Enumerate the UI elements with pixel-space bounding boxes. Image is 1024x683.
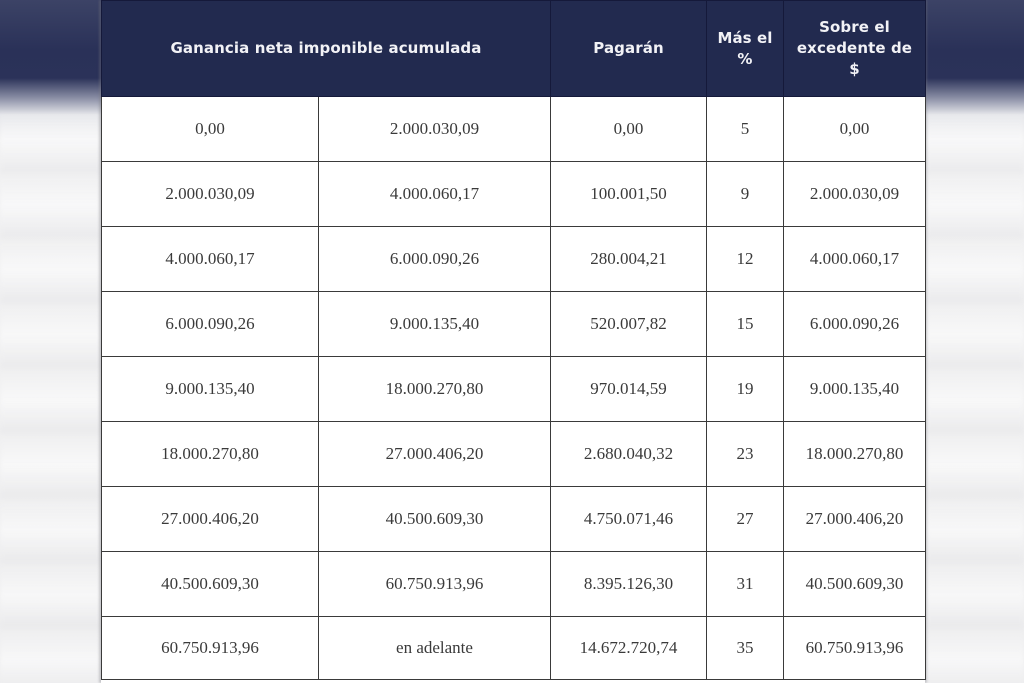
cell-sobre-excedente: 60.750.913,96	[783, 616, 926, 680]
cell-sobre-excedente: 18.000.270,80	[783, 421, 926, 487]
cell-hasta: 60.750.913,96	[318, 551, 551, 617]
table-row: 40.500.609,30 60.750.913,96 8.395.126,30…	[101, 551, 926, 617]
header-mas-el-line2: %	[737, 49, 753, 68]
cell-pagaran: 520.007,82	[550, 291, 707, 357]
cell-desde: 0,00	[101, 96, 319, 162]
header-ganancia: Ganancia neta imponible acumulada	[101, 0, 551, 97]
cell-hasta: 2.000.030,09	[318, 96, 551, 162]
cell-pagaran: 14.672.720,74	[550, 616, 707, 680]
header-mas-el-pct: Más el %	[706, 0, 784, 97]
cell-mas-pct: 31	[706, 551, 784, 617]
cell-sobre-excedente: 9.000.135,40	[783, 356, 926, 422]
header-sobre-line3: $	[849, 60, 860, 78]
cell-mas-pct: 35	[706, 616, 784, 680]
table-row: 2.000.030,09 4.000.060,17 100.001,50 9 2…	[101, 161, 926, 227]
cell-mas-pct: 27	[706, 486, 784, 552]
table-row: 9.000.135,40 18.000.270,80 970.014,59 19…	[101, 356, 926, 422]
header-pagaran-label: Pagarán	[593, 39, 664, 57]
cell-desde: 18.000.270,80	[101, 421, 319, 487]
cell-desde: 6.000.090,26	[101, 291, 319, 357]
cell-sobre-excedente: 0,00	[783, 96, 926, 162]
cell-mas-pct: 19	[706, 356, 784, 422]
cell-mas-pct: 15	[706, 291, 784, 357]
cell-pagaran: 2.680.040,32	[550, 421, 707, 487]
blurred-background-left	[0, 110, 101, 683]
table-row: 60.750.913,96 en adelante 14.672.720,74 …	[101, 616, 926, 680]
cell-desde: 60.750.913,96	[101, 616, 319, 680]
cell-mas-pct: 12	[706, 226, 784, 292]
cell-hasta: en adelante	[318, 616, 551, 680]
cell-desde: 2.000.030,09	[101, 161, 319, 227]
table-row: 6.000.090,26 9.000.135,40 520.007,82 15 …	[101, 291, 926, 357]
table-row: 4.000.060,17 6.000.090,26 280.004,21 12 …	[101, 226, 926, 292]
cell-desde: 9.000.135,40	[101, 356, 319, 422]
cell-pagaran: 970.014,59	[550, 356, 707, 422]
cell-sobre-excedente: 2.000.030,09	[783, 161, 926, 227]
cell-hasta: 40.500.609,30	[318, 486, 551, 552]
header-ganancia-label: Ganancia neta imponible acumulada	[170, 39, 482, 57]
cell-mas-pct: 9	[706, 161, 784, 227]
cell-pagaran: 280.004,21	[550, 226, 707, 292]
table-row: 27.000.406,20 40.500.609,30 4.750.071,46…	[101, 486, 926, 552]
cell-pagaran: 4.750.071,46	[550, 486, 707, 552]
cell-hasta: 27.000.406,20	[318, 421, 551, 487]
cell-hasta: 9.000.135,40	[318, 291, 551, 357]
cell-mas-pct: 5	[706, 96, 784, 162]
cell-sobre-excedente: 27.000.406,20	[783, 486, 926, 552]
cell-sobre-excedente: 40.500.609,30	[783, 551, 926, 617]
cell-mas-pct: 23	[706, 421, 784, 487]
header-mas-el-line1: Más el	[717, 28, 773, 47]
blurred-background-right	[926, 110, 1024, 683]
cell-pagaran: 8.395.126,30	[550, 551, 707, 617]
header-sobre-line2: excedente de	[796, 39, 913, 57]
cell-desde: 40.500.609,30	[101, 551, 319, 617]
cell-pagaran: 100.001,50	[550, 161, 707, 227]
tax-scale-table-container: Ganancia neta imponible acumulada Pagará…	[101, 0, 926, 683]
table-row: 0,00 2.000.030,09 0,00 5 0,00	[101, 96, 926, 162]
cell-sobre-excedente: 6.000.090,26	[783, 291, 926, 357]
table-header-row: Ganancia neta imponible acumulada Pagará…	[101, 0, 926, 97]
cell-pagaran: 0,00	[550, 96, 707, 162]
cell-desde: 27.000.406,20	[101, 486, 319, 552]
cell-sobre-excedente: 4.000.060,17	[783, 226, 926, 292]
cell-hasta: 6.000.090,26	[318, 226, 551, 292]
tax-scale-table: Ganancia neta imponible acumulada Pagará…	[101, 0, 926, 680]
header-sobre-line1: Sobre el	[819, 18, 890, 36]
cell-hasta: 18.000.270,80	[318, 356, 551, 422]
table-row: 18.000.270,80 27.000.406,20 2.680.040,32…	[101, 421, 926, 487]
cell-hasta: 4.000.060,17	[318, 161, 551, 227]
header-pagaran: Pagarán	[550, 0, 707, 97]
cell-desde: 4.000.060,17	[101, 226, 319, 292]
header-sobre-excedente: Sobre el excedente de $	[783, 0, 926, 97]
